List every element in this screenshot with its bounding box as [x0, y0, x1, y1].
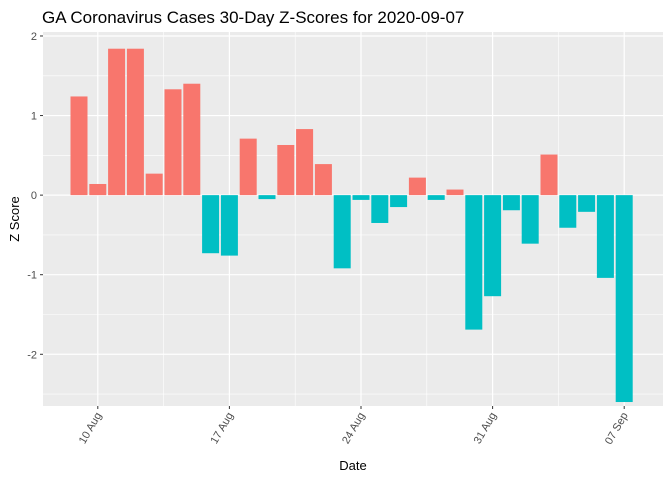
- bar-2020-08-10: [89, 184, 106, 195]
- x-tick-label: 07 Sep: [603, 411, 631, 447]
- bar-2020-08-25: [371, 195, 388, 223]
- bar-2020-09-05: [578, 195, 595, 212]
- bar-2020-09-02: [522, 195, 539, 244]
- x-tick-label: 10 Aug: [77, 411, 105, 447]
- bar-2020-08-16: [202, 195, 219, 253]
- bar-2020-08-14: [165, 89, 182, 195]
- bar-2020-08-18: [240, 139, 257, 195]
- bar-2020-09-06: [597, 195, 614, 278]
- bar-2020-08-31: [484, 195, 501, 296]
- x-tick-label: 24 Aug: [340, 411, 368, 447]
- x-axis-label: Date: [339, 458, 366, 473]
- bar-2020-08-15: [183, 84, 200, 195]
- y-tick-label: 2: [31, 31, 37, 43]
- bar-2020-08-30: [465, 195, 482, 329]
- bar-2020-08-17: [221, 195, 238, 255]
- bar-2020-08-28: [428, 195, 445, 200]
- bar-2020-08-22: [315, 164, 332, 195]
- bar-2020-08-19: [259, 195, 276, 199]
- bar-2020-08-29: [447, 190, 464, 196]
- z-score-bar-chart: GA Coronavirus Cases 30-Day Z-Scores for…: [0, 0, 672, 480]
- y-tick-label: 1: [31, 111, 37, 123]
- y-tick-label: 0: [31, 190, 37, 202]
- bar-2020-08-26: [390, 195, 407, 207]
- bar-2020-09-07: [616, 195, 633, 402]
- bar-2020-08-11: [108, 49, 125, 195]
- bar-2020-08-12: [127, 49, 144, 195]
- bar-2020-08-13: [146, 174, 163, 195]
- x-axis: 10 Aug 17 Aug 24 Aug 31 Aug 07 Sep: [77, 406, 631, 447]
- bar-2020-09-03: [541, 155, 558, 196]
- y-axis-label: Z Score: [7, 196, 22, 242]
- bar-2020-08-20: [277, 145, 294, 195]
- chart-title: GA Coronavirus Cases 30-Day Z-Scores for…: [42, 8, 464, 27]
- bar-2020-09-04: [559, 195, 576, 228]
- y-tick-label: -2: [27, 349, 37, 361]
- x-tick-label: 31 Aug: [472, 411, 500, 447]
- y-tick-label: -1: [27, 270, 37, 282]
- bar-2020-09-01: [503, 195, 520, 210]
- bar-2020-08-21: [296, 129, 313, 195]
- x-tick-label: 17 Aug: [208, 411, 236, 447]
- bar-2020-08-09: [71, 96, 88, 195]
- bar-2020-08-24: [353, 195, 370, 200]
- bar-2020-08-27: [409, 178, 426, 196]
- bar-2020-08-23: [334, 195, 351, 268]
- y-axis: -2 -1 0 1 2: [27, 31, 43, 361]
